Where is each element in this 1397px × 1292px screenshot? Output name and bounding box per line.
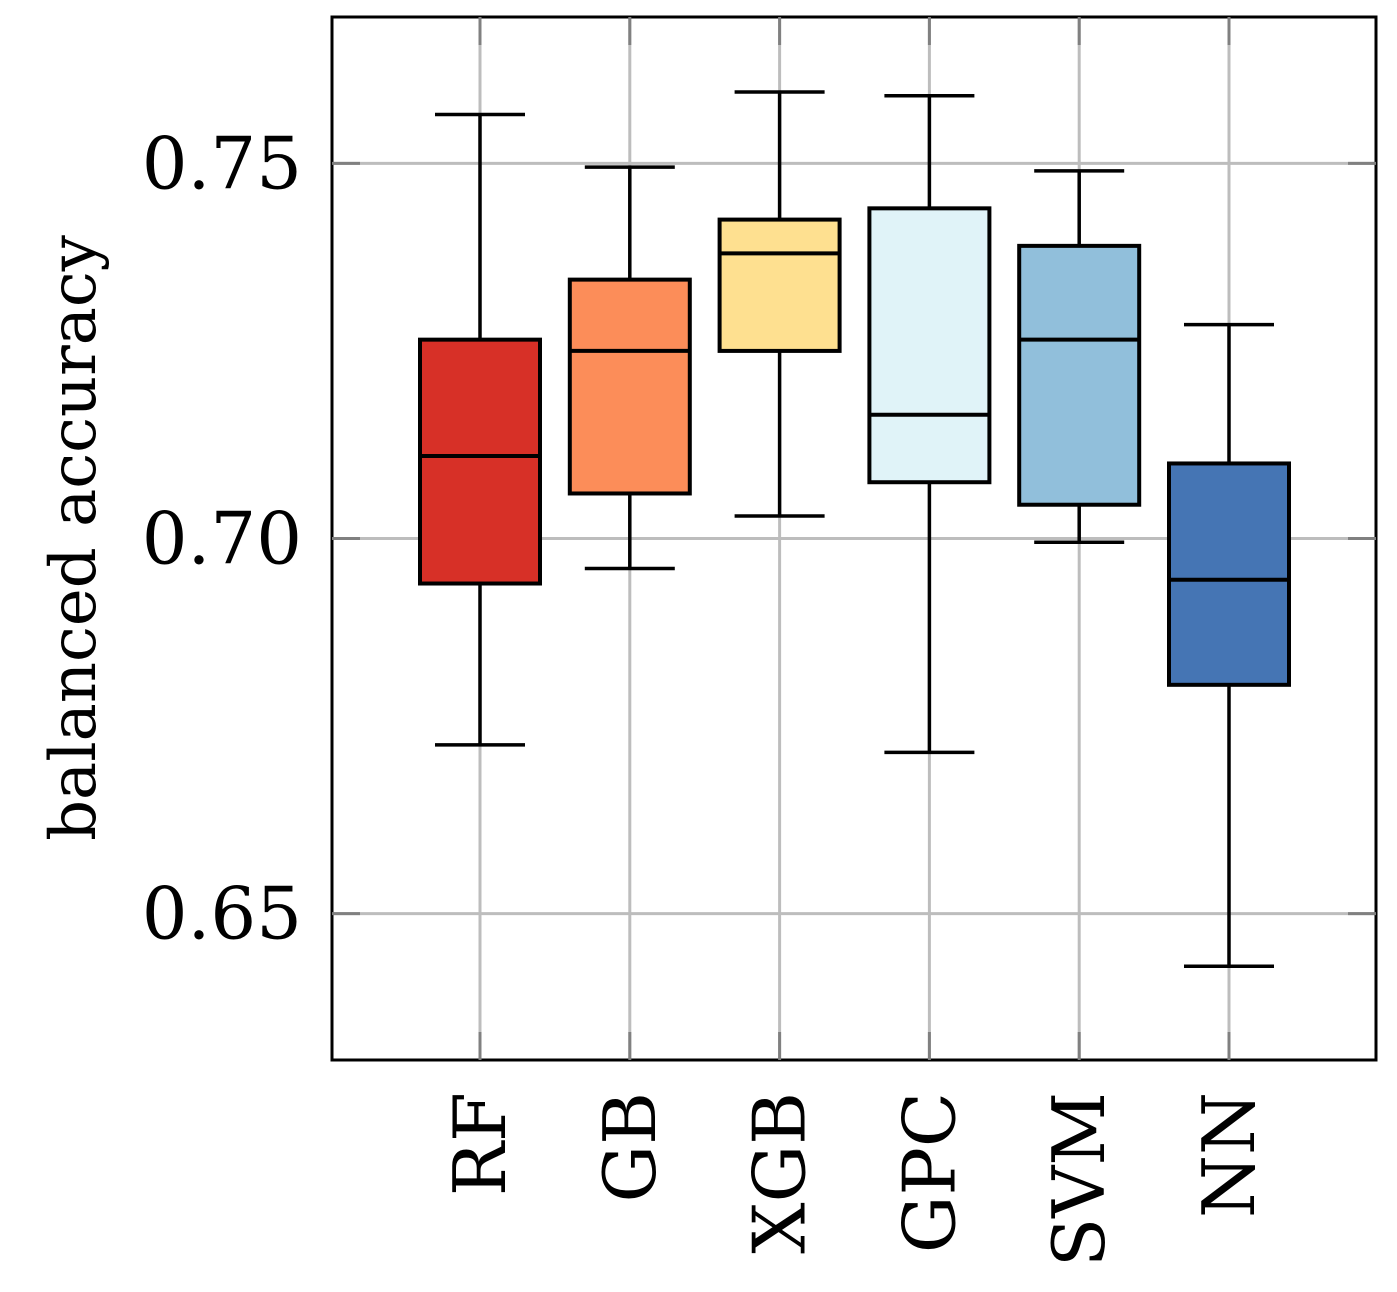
x-tick-label: GB xyxy=(588,1092,672,1202)
iqr-box xyxy=(567,277,692,496)
box-gb xyxy=(567,165,692,571)
y-axis-label: balanced accuracy xyxy=(37,235,111,841)
box-nn xyxy=(1167,322,1291,968)
y-tick-label: 0.70 xyxy=(142,497,302,581)
box-gpc xyxy=(867,94,992,755)
y-tick-label: 0.75 xyxy=(142,121,302,205)
axis-layer: 0.65 0.70 0.75 RF GB XGB GPC SVM NN xyxy=(142,15,1378,1267)
box-rf xyxy=(418,112,542,747)
iqr-box xyxy=(867,206,992,485)
x-tick-label: GPC xyxy=(887,1092,971,1253)
box-layer xyxy=(418,90,1291,968)
iqr-box xyxy=(1017,243,1142,507)
x-tick-label: NN xyxy=(1187,1092,1271,1218)
x-tick-label: SVM xyxy=(1037,1092,1121,1267)
iqr-box xyxy=(1167,461,1291,687)
y-tick-label: 0.65 xyxy=(142,872,302,956)
iqr-box xyxy=(717,217,842,353)
box-xgb xyxy=(717,90,842,518)
x-tick-label: XGB xyxy=(738,1092,822,1254)
iqr-box xyxy=(418,337,542,586)
box-svm xyxy=(1017,169,1142,545)
x-tick-label: RF xyxy=(438,1092,522,1196)
